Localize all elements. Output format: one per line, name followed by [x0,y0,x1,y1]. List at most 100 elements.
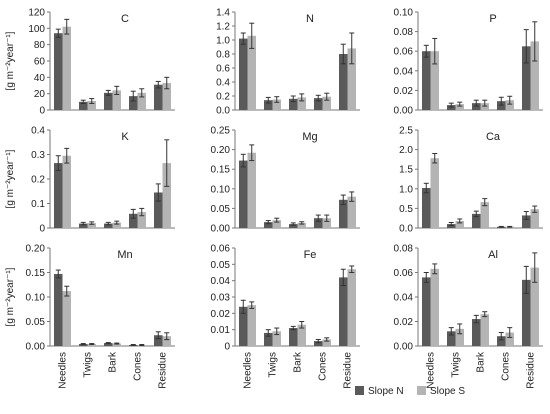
category-label-cones: Cones [501,352,512,381]
bar-P-residue-slope-s [530,41,539,110]
bar-K-needles-slope-s [62,155,71,228]
category-label-twigs: Twigs [83,352,94,378]
bar-Mn-bark-slope-s [112,343,121,346]
y-tick-label: 1.0 [399,184,413,195]
y-tick-label: 0.02 [394,317,414,328]
y-tick-label: 0.06 [211,244,231,255]
bar-C-cones-slope-s [137,92,146,110]
bar-Mg-bark-slope-s [297,222,306,228]
y-tick-label: 0.2 [216,92,230,103]
bar-C-bark-slope-s [112,90,121,110]
bar-N-residue-slope-n [339,54,348,110]
y-tick-label: 0.3 [31,150,45,161]
y-tick-label: 80 [34,40,46,51]
bar-Al-cones-slope-s [505,332,514,346]
bar-Fe-cones-slope-n [314,341,323,346]
y-tick-label: 0.05 [211,260,231,271]
bar-K-twigs-slope-s [87,223,96,228]
bar-Mn-needles-slope-n [54,273,63,346]
legend-label-slope-n: Slope N [368,386,404,397]
y-tick-label: 0.00 [394,342,414,353]
bar-N-cones-slope-n [314,98,323,110]
bar-Mg-twigs-slope-n [264,222,273,228]
category-label-twigs: Twigs [451,352,462,378]
bar-Al-needles-slope-n [422,277,431,346]
category-label-residue: Residue [158,352,169,389]
bar-Mg-cones-slope-s [322,218,331,228]
y-tick-label: 0.4 [216,78,230,89]
bar-C-cones-slope-n [129,96,138,110]
bar-Ca-twigs-slope-s [455,220,464,228]
bar-N-needles-slope-n [239,38,248,110]
bar-Mn-needles-slope-s [62,291,71,346]
y-axis-label: [g m⁻²year⁻¹] [5,149,16,208]
bar-C-twigs-slope-n [79,101,88,110]
y-tick-label: 0.04 [394,293,414,304]
y-tick-label: 0.06 [394,47,414,58]
y-tick-label: 60 [34,57,46,68]
bar-K-residue-slope-n [154,192,163,228]
bar-P-residue-slope-n [522,46,531,110]
y-tick-label: 1.2 [216,22,230,33]
category-label-needles: Needles [243,352,254,389]
bar-N-bark-slope-n [289,98,298,110]
y-tick-label: 120 [28,8,45,19]
y-tick-label: 0.08 [394,244,414,255]
bar-Fe-twigs-slope-n [264,332,273,346]
bar-Mg-cones-slope-n [314,218,323,228]
category-label-bark: Bark [293,351,304,373]
y-tick-label: 0.05 [211,204,231,215]
bar-Ca-needles-slope-n [422,188,431,228]
bar-C-residue-slope-s [162,83,171,110]
y-axis-label: [g m⁻²year⁻¹] [5,267,16,326]
y-tick-label: 0.4 [31,126,45,137]
bar-Ca-bark-slope-n [472,213,481,228]
y-tick-label: 0.02 [394,86,414,97]
bar-Fe-cones-slope-s [322,339,331,346]
bar-Mg-bark-slope-n [289,224,298,228]
y-tick-label: 1.4 [216,8,230,19]
bar-N-cones-slope-s [322,96,331,110]
bar-Mg-residue-slope-n [339,199,348,228]
bar-P-needles-slope-n [422,51,431,110]
category-label-cones: Cones [318,352,329,381]
bar-Mn-bark-slope-n [104,343,113,346]
bar-Ca-bark-slope-s [480,202,489,228]
y-tick-label: 0.03 [211,293,231,304]
bar-P-cones-slope-s [505,100,514,110]
y-tick-label: 0.1 [31,199,45,210]
bar-Mg-twigs-slope-s [272,220,281,228]
category-label-needles: Needles [58,352,69,389]
bar-N-twigs-slope-n [264,100,273,110]
bar-Al-needles-slope-s [430,268,439,346]
y-tick-label: 0.10 [394,8,414,19]
y-tick-label: 0.20 [211,145,231,156]
category-label-bark: Bark [476,351,487,373]
bar-K-bark-slope-n [104,223,113,228]
bar-Mg-residue-slope-s [347,196,356,228]
y-tick-label: 0.6 [216,64,230,75]
y-tick-label: 2.0 [399,145,413,156]
bar-Fe-bark-slope-s [297,324,306,346]
y-tick-label: 0.15 [26,268,46,279]
bar-Ca-needles-slope-s [430,158,439,228]
category-label-residue: Residue [526,352,537,389]
bar-Al-twigs-slope-s [455,328,464,346]
panel-title-Fe: Fe [304,249,317,261]
bar-P-twigs-slope-s [455,104,464,110]
bar-Fe-bark-slope-n [289,328,298,346]
panel-title-P: P [489,13,496,25]
panel-title-Mg: Mg [302,131,317,143]
y-tick-label: 0.20 [26,244,46,255]
y-tick-label: 0.10 [26,293,46,304]
panel-title-Mn: Mn [117,249,132,261]
bar-Fe-needles-slope-s [247,305,256,346]
category-label-cones: Cones [133,352,144,381]
bar-N-twigs-slope-s [272,99,281,110]
bar-Fe-needles-slope-n [239,306,248,346]
y-tick-label: 1.0 [216,36,230,47]
bar-Ca-residue-slope-n [522,215,531,228]
y-tick-label: 0.10 [211,184,231,195]
bar-K-cones-slope-n [129,213,138,228]
